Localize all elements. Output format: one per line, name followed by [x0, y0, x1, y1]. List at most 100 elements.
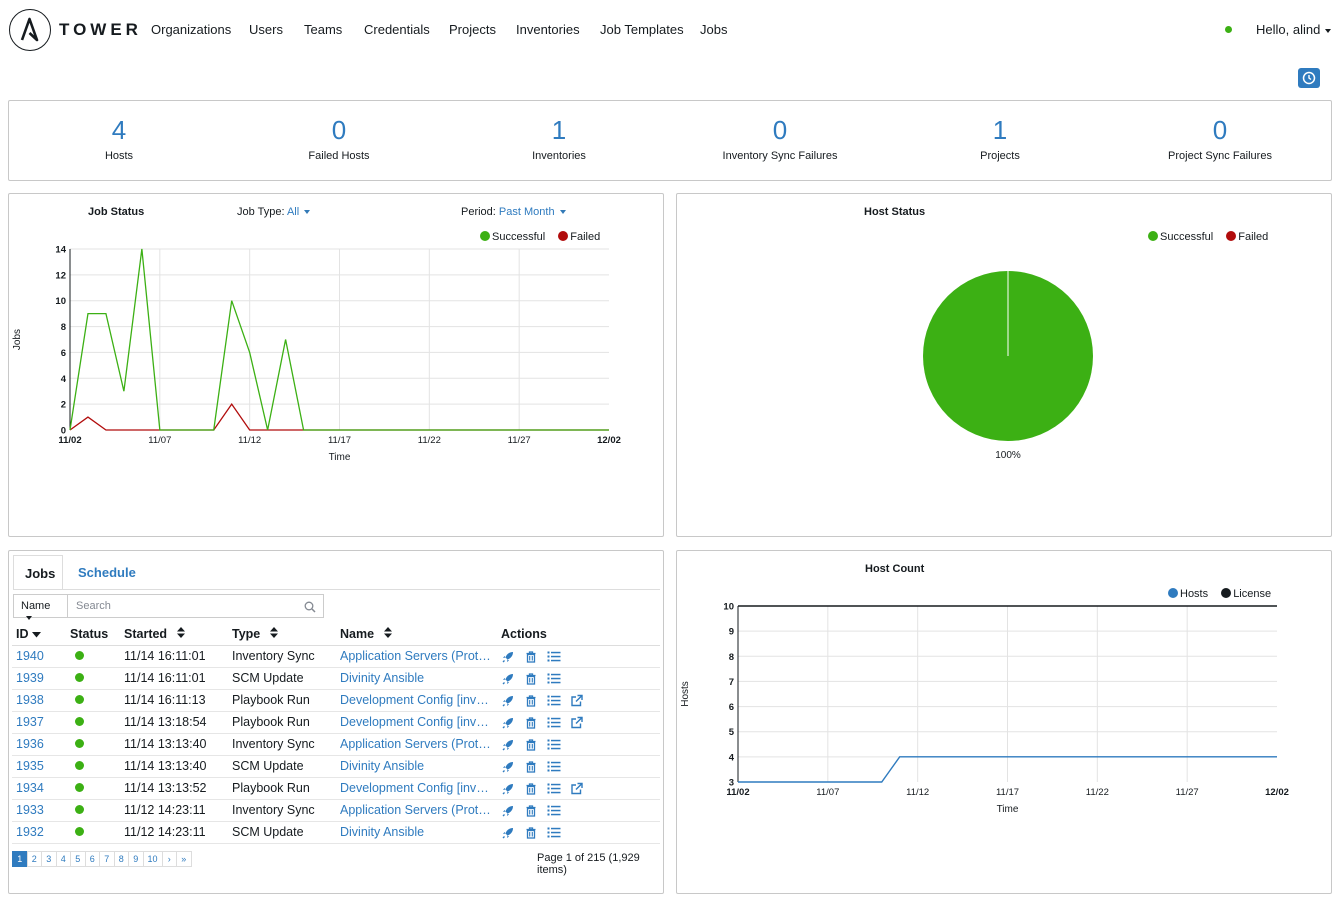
count-project-sync-failures[interactable]: 0 Project Sync Failures [1110, 115, 1330, 162]
legend-license-label[interactable]: License [1233, 588, 1272, 600]
trash-icon[interactable] [524, 673, 538, 685]
page-last[interactable]: » [176, 851, 192, 867]
page-link-1[interactable]: 1 [12, 851, 28, 867]
legend-failed-label[interactable]: Failed [1238, 231, 1269, 243]
count-failed-hosts[interactable]: 0 Failed Hosts [229, 115, 449, 162]
list-icon[interactable] [547, 761, 561, 772]
job-id[interactable]: 1934 [12, 777, 66, 800]
list-icon[interactable] [547, 717, 561, 728]
job-id[interactable]: 1939 [12, 667, 66, 690]
job-name-link[interactable]: Divinity Ansible [340, 671, 425, 686]
rocket-icon[interactable] [501, 827, 515, 839]
col-started[interactable]: Started [120, 624, 228, 646]
job-id-link[interactable]: 1935 [16, 759, 44, 773]
search-input[interactable]: Search [67, 594, 324, 618]
page-link-4[interactable]: 4 [55, 851, 71, 867]
job-name-link[interactable]: Development Config [invoked] [340, 715, 493, 730]
status-success-icon[interactable] [75, 783, 84, 792]
trash-icon[interactable] [524, 694, 538, 707]
rocket-icon[interactable] [501, 717, 515, 729]
rocket-icon[interactable] [501, 761, 515, 773]
nav-teams[interactable]: Teams [304, 22, 343, 37]
ansible-logo-icon[interactable] [9, 9, 51, 51]
status-success-icon[interactable] [75, 717, 84, 726]
trash-icon[interactable] [524, 716, 538, 729]
job-name-link[interactable]: Application Servers (Prototype) [340, 649, 493, 664]
list-icon[interactable] [547, 783, 561, 794]
job-id[interactable]: 1938 [12, 689, 66, 712]
tab-schedule[interactable]: Schedule [78, 565, 136, 580]
legend-failed-label[interactable]: Failed [570, 231, 601, 243]
trash-icon[interactable] [524, 761, 538, 773]
rocket-icon[interactable] [501, 739, 515, 751]
col-name[interactable]: Name [336, 624, 497, 646]
brand-name[interactable]: TOWER [59, 20, 142, 39]
rocket-icon[interactable] [501, 651, 515, 663]
status-success-icon[interactable] [75, 761, 84, 770]
tab-jobs[interactable]: Jobs [13, 555, 63, 590]
status-success-icon[interactable] [75, 673, 84, 682]
period-filter[interactable]: Period: Past Month [461, 206, 566, 218]
count-hosts[interactable]: 4 Hosts [9, 115, 229, 162]
count-projects[interactable]: 1 Projects [890, 115, 1110, 162]
nav-inventories[interactable]: Inventories [516, 22, 580, 37]
count-inventories[interactable]: 1 Inventories [449, 115, 669, 162]
nav-organizations[interactable]: Organizations [151, 22, 232, 37]
job-id-link[interactable]: 1934 [16, 781, 44, 795]
count-inventory-sync-failures[interactable]: 0 Inventory Sync Failures [670, 115, 890, 162]
list-icon[interactable] [547, 827, 561, 838]
page-link-10[interactable]: 10 [142, 851, 163, 867]
page-link-7[interactable]: 7 [99, 851, 115, 867]
external-link-icon[interactable] [570, 694, 584, 707]
nav-job-templates[interactable]: Job Templates [600, 22, 684, 37]
nav-jobs[interactable]: Jobs [700, 22, 728, 37]
job-name-link[interactable]: Divinity Ansible [340, 825, 425, 840]
job-id-link[interactable]: 1940 [16, 649, 44, 663]
job-id[interactable]: 1936 [12, 733, 66, 756]
trash-icon[interactable] [524, 805, 538, 817]
refresh-button[interactable] [1298, 68, 1320, 88]
col-status[interactable]: Status [66, 624, 120, 646]
trash-icon[interactable] [524, 827, 538, 839]
job-name-link[interactable]: Application Servers (Prototype) [340, 803, 493, 818]
job-id-link[interactable]: 1933 [16, 803, 44, 817]
job-id[interactable]: 1940 [12, 645, 66, 668]
list-icon[interactable] [547, 739, 561, 750]
col-id[interactable]: ID [12, 624, 66, 646]
user-menu[interactable]: Hello, alind [1256, 22, 1332, 37]
page-link-8[interactable]: 8 [113, 851, 129, 867]
search-icon[interactable] [304, 601, 316, 613]
legend-hosts-label[interactable]: Hosts [1180, 588, 1209, 600]
job-name-link[interactable]: Divinity Ansible [340, 759, 425, 774]
legend-success-label[interactable]: Successful [1160, 231, 1214, 243]
job-name-link[interactable]: Application Servers (Prototype) [340, 737, 493, 752]
job-type-filter[interactable]: Job Type: All [237, 206, 311, 218]
external-link-icon[interactable] [570, 782, 584, 795]
rocket-icon[interactable] [501, 805, 515, 817]
rocket-icon[interactable] [501, 783, 515, 795]
page-link-3[interactable]: 3 [41, 851, 57, 867]
page-next[interactable]: › [161, 851, 177, 867]
nav-credentials[interactable]: Credentials [364, 22, 430, 37]
job-id[interactable]: 1933 [12, 799, 66, 822]
list-icon[interactable] [547, 673, 561, 684]
page-link-9[interactable]: 9 [128, 851, 144, 867]
job-name-link[interactable]: Development Config [invoked] [340, 781, 493, 796]
job-id[interactable]: 1937 [12, 711, 66, 734]
col-type[interactable]: Type [228, 624, 336, 646]
job-id[interactable]: 1935 [12, 755, 66, 778]
trash-icon[interactable] [524, 651, 538, 663]
status-success-icon[interactable] [75, 827, 84, 836]
search-field-select[interactable]: Name [13, 594, 68, 621]
trash-icon[interactable] [524, 782, 538, 795]
nav-users[interactable]: Users [249, 22, 283, 37]
list-icon[interactable] [547, 805, 561, 816]
job-id[interactable]: 1932 [12, 821, 66, 844]
list-icon[interactable] [547, 695, 561, 706]
nav-projects[interactable]: Projects [449, 22, 496, 37]
rocket-icon[interactable] [501, 695, 515, 707]
status-success-icon[interactable] [75, 651, 84, 660]
job-id-link[interactable]: 1932 [16, 825, 44, 839]
status-success-icon[interactable] [75, 805, 84, 814]
legend-success-label[interactable]: Successful [492, 231, 546, 243]
